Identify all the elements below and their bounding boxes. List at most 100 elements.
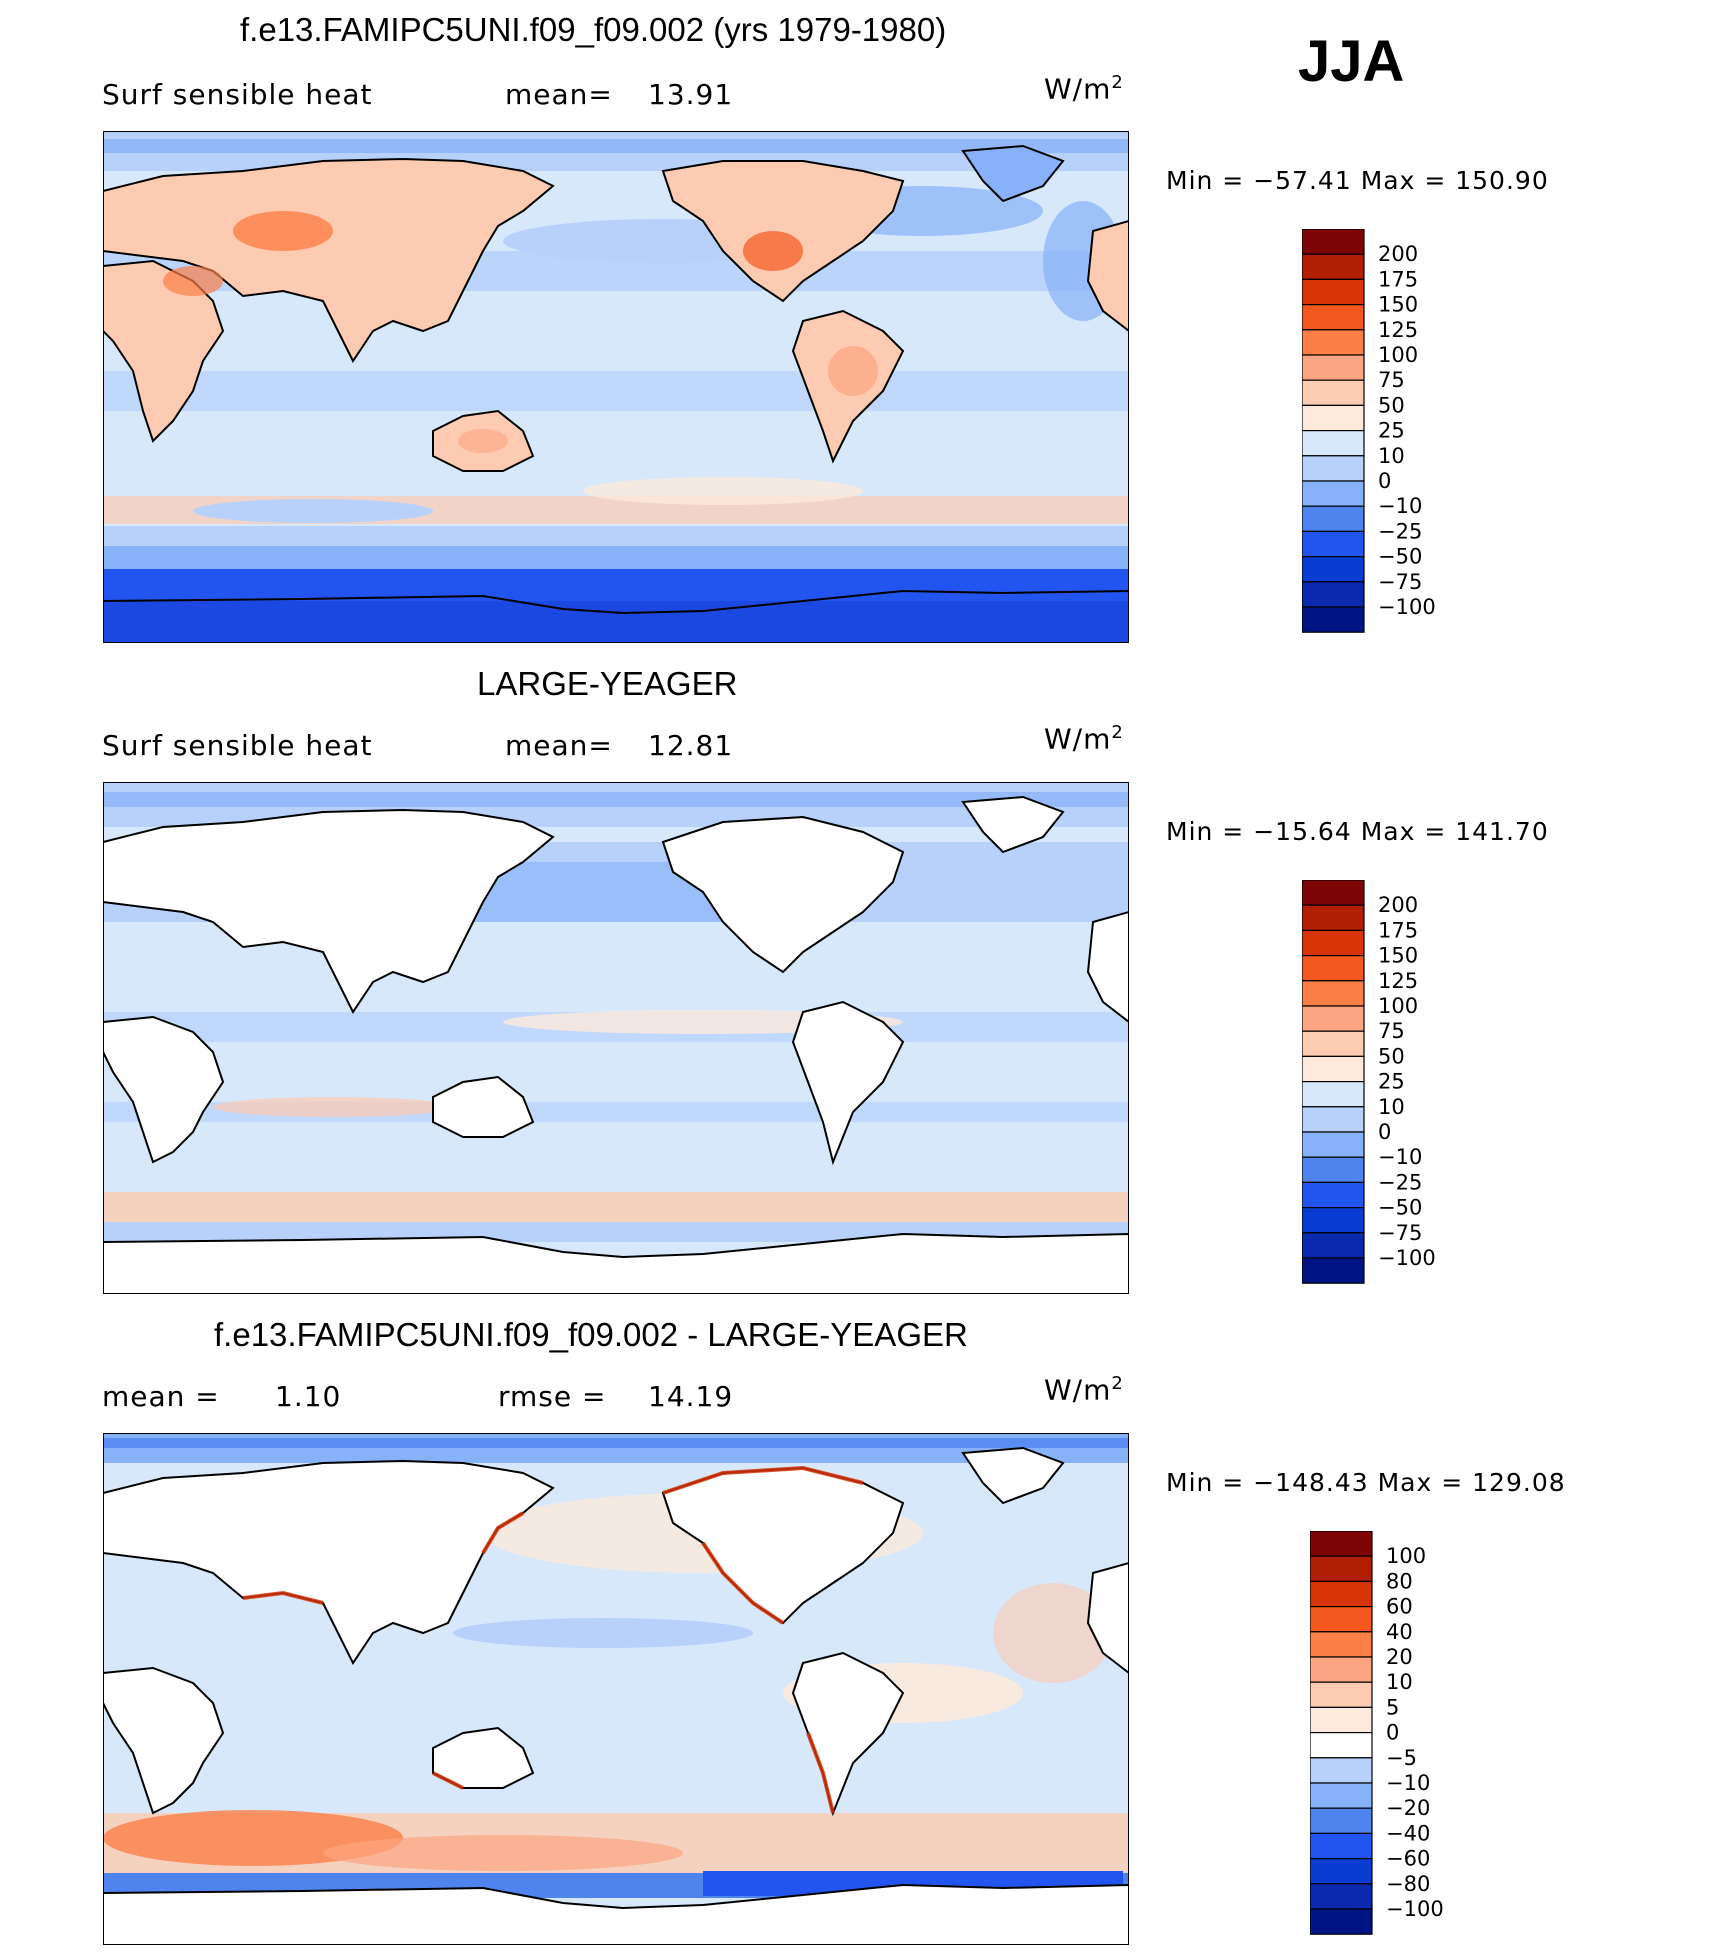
- colorbar-tick-label: 5: [1386, 1695, 1399, 1719]
- colorbar-tick-label: −75: [1378, 1221, 1422, 1245]
- panel-1-max-value: 150.90: [1455, 166, 1549, 195]
- colorbar-tick-label: 20: [1386, 1645, 1413, 1669]
- colorbar-tick-label: −25: [1378, 1170, 1422, 1194]
- colorbar-swatch: [1301, 581, 1365, 608]
- colorbar-swatch: [1301, 253, 1365, 281]
- panel-2-colorbar: 200 175 150 125 100 75 50 25 10 0 −10 −25 −50 −75 −100: [1301, 879, 1482, 1295]
- panel-1-min-value: −57.41: [1253, 166, 1352, 195]
- colorbar-swatch: [1309, 1807, 1373, 1835]
- colorbar-swatch: [1309, 1605, 1373, 1633]
- colorbar-tick-label: −75: [1378, 570, 1422, 594]
- colorbar-swatch: [1301, 879, 1365, 906]
- colorbar-tick-label: −25: [1378, 519, 1422, 543]
- colorbar-swatch: [1301, 954, 1365, 982]
- colorbar-tick-label: 80: [1386, 1569, 1413, 1593]
- colorbar-tick-label: 175: [1378, 267, 1418, 291]
- colorbar-tick-label: 25: [1378, 1070, 1405, 1094]
- colorbar-swatch: [1301, 1106, 1365, 1133]
- colorbar-swatch: [1309, 1883, 1373, 1910]
- colorbar-tick-label: −10: [1378, 494, 1422, 518]
- colorbar-swatch: [1301, 530, 1365, 558]
- panel-2-map: [102, 781, 1130, 1295]
- colorbar-tick-label: −50: [1378, 545, 1422, 569]
- panel-1-mean-label: mean=: [505, 78, 613, 111]
- colorbar-swatch: [1301, 228, 1365, 255]
- panel-1-min-label: Min = −57.41 Max = 150.90: [1166, 166, 1549, 195]
- colorbar-tick-label: 40: [1386, 1620, 1413, 1644]
- panel-2-units: W/m2: [1044, 722, 1124, 756]
- colorbar-tick-label: 10: [1386, 1670, 1413, 1694]
- colorbar-swatch: [1301, 329, 1365, 356]
- panel-2-mean-label: mean=: [505, 729, 613, 762]
- colorbar-tick-label: 175: [1378, 918, 1418, 942]
- colorbar-swatch: [1301, 505, 1365, 533]
- panel-3-max-label: Max =: [1377, 1468, 1464, 1497]
- colorbar-tick-label: 25: [1378, 419, 1405, 443]
- panel-3-colorbar: 100 80 60 40 20 10 5 0 −5 −10 −20 −40 −60 −80 −100: [1309, 1530, 1490, 1946]
- colorbar-tick-label: −100: [1378, 1246, 1436, 1270]
- colorbar-tick-label: 200: [1378, 242, 1418, 266]
- panel-1-colorbar: 200 175 150 125 100 75 50 25 10 0 −10 −25 −50 −75 −100: [1301, 228, 1482, 644]
- colorbar-tick-label: −10: [1378, 1145, 1422, 1169]
- panel-3-min-value: −148.43: [1253, 1468, 1369, 1497]
- colorbar-swatch: [1301, 455, 1365, 482]
- panel-1-map: [102, 130, 1130, 644]
- colorbar-tick-label: 125: [1378, 318, 1418, 342]
- colorbar-tick-label: 100: [1378, 343, 1418, 367]
- panel-3-units: W/m2: [1044, 1373, 1124, 1407]
- panel-1-mean-value: 13.91: [648, 78, 734, 111]
- colorbar-tick-label: 50: [1378, 393, 1405, 417]
- panel-2-min-value: −15.64: [1253, 817, 1352, 846]
- colorbar-swatch: [1309, 1530, 1373, 1557]
- colorbar-swatch: [1309, 1832, 1373, 1860]
- colorbar-swatch: [1301, 1131, 1365, 1158]
- panel-3-rmse-label: rmse =: [498, 1380, 607, 1413]
- panel-1-units: W/m2: [1044, 72, 1124, 106]
- colorbar-tick-label: 75: [1378, 1019, 1405, 1043]
- colorbar-swatch: [1309, 1782, 1373, 1809]
- colorbar-tick-label: −5: [1386, 1746, 1417, 1770]
- colorbar-swatch: [1301, 1055, 1365, 1083]
- colorbar-swatch: [1309, 1757, 1373, 1784]
- colorbar-swatch: [1301, 1181, 1365, 1209]
- colorbar-swatch: [1301, 1257, 1365, 1284]
- colorbar-swatch: [1301, 606, 1365, 633]
- colorbar-swatch: [1301, 430, 1365, 457]
- panel-1-title: f.e13.FAMIPC5UNI.f09_f09.002 (yrs 1979-1…: [240, 11, 947, 48]
- colorbar-tick-label: 0: [1378, 469, 1391, 493]
- colorbar-tick-label: 50: [1378, 1044, 1405, 1068]
- panel-2-max-label: Max =: [1360, 817, 1447, 846]
- colorbar-tick-label: −60: [1386, 1847, 1430, 1871]
- panel-2-mean-value: 12.81: [648, 729, 734, 762]
- colorbar-tick-label: 10: [1378, 444, 1405, 468]
- colorbar-swatch: [1301, 1005, 1365, 1032]
- panel-1-variable-label: Surf sensible heat: [102, 78, 373, 111]
- colorbar-swatch: [1309, 1580, 1373, 1608]
- colorbar-tick-label: 0: [1386, 1721, 1399, 1745]
- colorbar-swatch: [1309, 1656, 1373, 1683]
- season-label: JJA: [1298, 29, 1405, 94]
- panel-3-title: f.e13.FAMIPC5UNI.f09_f09.002 - LARGE-YEA…: [214, 1316, 968, 1353]
- colorbar-tick-label: 10: [1378, 1095, 1405, 1119]
- colorbar-tick-label: 100: [1378, 994, 1418, 1018]
- colorbar-tick-label: 0: [1378, 1120, 1391, 1144]
- panel-3-map-svg: [102, 1432, 1130, 1946]
- colorbar-swatch: [1301, 904, 1365, 932]
- colorbar-swatch: [1301, 1030, 1365, 1057]
- colorbar-tick-label: −100: [1378, 595, 1436, 619]
- colorbar-swatch: [1301, 1081, 1365, 1108]
- panel-3-min-label: Min = −148.43 Max = 129.08: [1166, 1468, 1566, 1497]
- colorbar-tick-label: −20: [1386, 1796, 1430, 1820]
- panel-2-map-svg: [102, 781, 1130, 1295]
- colorbar-swatch: [1301, 929, 1365, 957]
- colorbar-swatch: [1301, 480, 1365, 507]
- colorbar-swatch: [1301, 354, 1365, 381]
- colorbar-swatch: [1301, 379, 1365, 406]
- colorbar-swatch: [1309, 1858, 1373, 1885]
- colorbar-tick-label: 150: [1378, 293, 1418, 317]
- colorbar-swatch: [1309, 1681, 1373, 1708]
- colorbar-tick-label: 100: [1386, 1544, 1426, 1568]
- panel-1-max-label: Max =: [1360, 166, 1447, 195]
